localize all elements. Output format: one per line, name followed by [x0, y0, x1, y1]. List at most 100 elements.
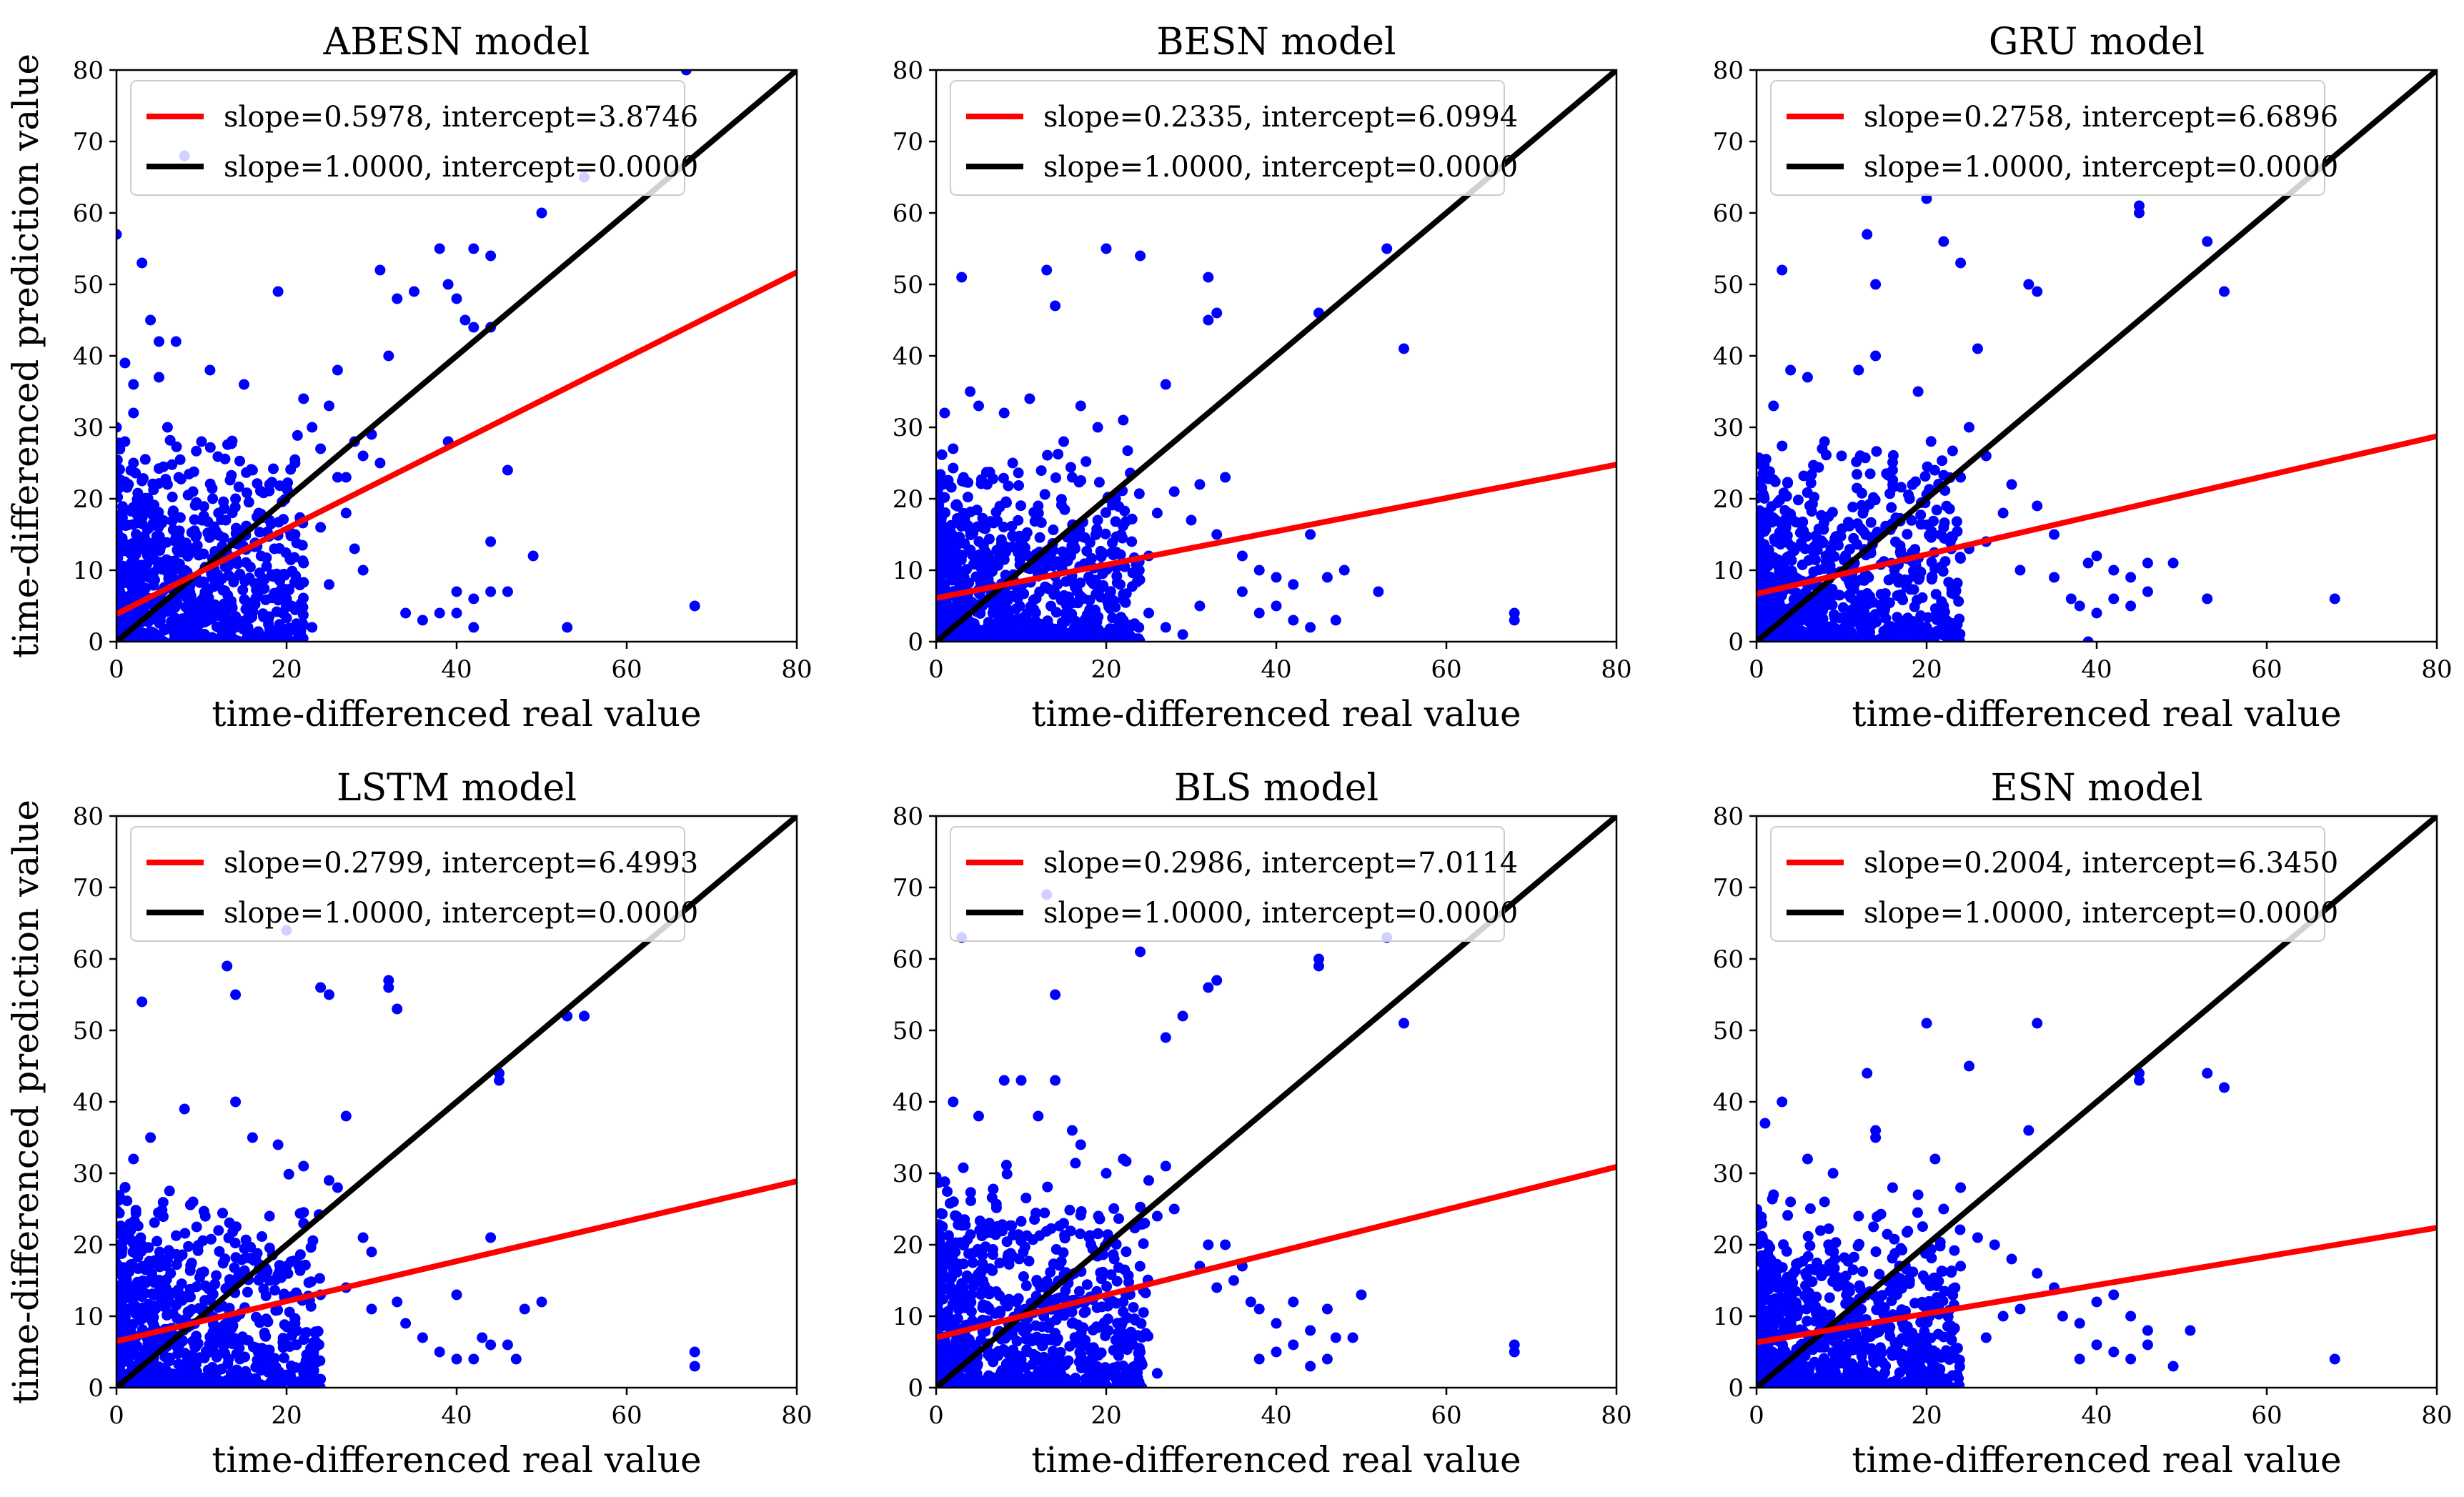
- y-tick-label: 10: [73, 557, 104, 585]
- data-point: [1954, 1224, 1966, 1235]
- data-point: [468, 243, 480, 254]
- data-point: [1253, 1303, 1265, 1315]
- data-point: [116, 521, 123, 532]
- data-point: [1938, 522, 1949, 533]
- data-point: [1070, 634, 1082, 642]
- data-point: [943, 474, 954, 486]
- data-point: [1013, 467, 1024, 479]
- data-point: [131, 529, 142, 540]
- data-point: [1091, 1302, 1103, 1313]
- data-point: [1889, 634, 1901, 642]
- y-tick-label: 20: [73, 485, 104, 514]
- data-point: [210, 1321, 222, 1332]
- data-point: [2142, 586, 2153, 597]
- data-point: [1774, 603, 1786, 615]
- data-point: [1815, 622, 1827, 633]
- data-point: [1806, 625, 1817, 637]
- data-point: [1896, 615, 1907, 627]
- data-point: [204, 364, 216, 376]
- data-point: [1768, 400, 1779, 412]
- data-point: [187, 545, 198, 557]
- data-point: [130, 1307, 141, 1318]
- data-point: [2082, 636, 2094, 642]
- data-point: [1271, 600, 1282, 612]
- data-point: [2202, 593, 2213, 605]
- data-point: [1203, 1239, 1214, 1250]
- data-point: [2329, 593, 2340, 605]
- data-point: [1912, 625, 1923, 635]
- data-point: [485, 250, 497, 262]
- data-point: [122, 1355, 134, 1366]
- data-point: [1143, 1175, 1154, 1186]
- data-point: [1140, 1328, 1151, 1339]
- data-point: [122, 610, 134, 622]
- data-point: [1915, 509, 1927, 521]
- data-point: [1791, 617, 1802, 627]
- data-point: [1055, 499, 1067, 511]
- data-point: [307, 622, 318, 633]
- data-point: [983, 549, 994, 561]
- data-point: [1944, 503, 1955, 514]
- data-point: [131, 590, 142, 602]
- data-point: [1211, 529, 1223, 540]
- data-point: [1769, 557, 1780, 568]
- data-point: [1814, 605, 1825, 616]
- data-point: [936, 1286, 942, 1298]
- data-point: [1817, 537, 1829, 549]
- data-point: [1194, 600, 1206, 612]
- data-point: [154, 372, 164, 383]
- data-point: [279, 1288, 289, 1300]
- data-point: [199, 587, 211, 598]
- data-point: [116, 557, 123, 568]
- data-point: [272, 1139, 284, 1150]
- y-tick-label: 10: [893, 1303, 923, 1331]
- data-point: [116, 1205, 123, 1217]
- data-point: [132, 1220, 144, 1232]
- data-point: [948, 1196, 959, 1208]
- data-point: [191, 1221, 202, 1233]
- legend-box: [130, 80, 685, 196]
- data-point: [987, 1382, 998, 1388]
- data-point: [1053, 449, 1064, 460]
- data-point: [291, 575, 302, 587]
- data-point: [959, 1214, 970, 1225]
- y-tick-label: 20: [893, 485, 923, 514]
- data-point: [1008, 1344, 1019, 1356]
- data-point: [1056, 1381, 1068, 1388]
- data-point: [190, 532, 202, 542]
- y-tick-label: 20: [893, 1231, 923, 1260]
- data-point: [286, 1330, 297, 1341]
- data-point: [189, 514, 200, 525]
- data-point: [1045, 1223, 1057, 1234]
- x-tick-label: 20: [271, 655, 302, 684]
- data-point: [468, 1353, 480, 1365]
- data-point: [1321, 1303, 1333, 1315]
- x-tick-label: 80: [1601, 1401, 1631, 1430]
- data-point: [1288, 615, 1299, 626]
- data-point: [282, 1321, 293, 1333]
- data-point: [167, 492, 178, 502]
- data-point: [1381, 243, 1393, 254]
- data-point: [1092, 1228, 1103, 1240]
- data-point: [1912, 632, 1923, 642]
- data-point: [170, 336, 182, 347]
- data-point: [124, 1218, 136, 1230]
- data-point: [936, 469, 946, 480]
- data-point: [1075, 1228, 1086, 1240]
- data-point: [1102, 1229, 1113, 1240]
- data-point: [255, 550, 267, 562]
- data-point: [937, 492, 948, 504]
- data-point: [298, 1207, 309, 1218]
- data-point: [392, 1003, 403, 1015]
- data-point: [281, 593, 292, 605]
- data-point: [1825, 585, 1837, 596]
- x-tick-label: 20: [1091, 655, 1121, 684]
- data-point: [224, 474, 236, 486]
- data-point: [298, 393, 309, 404]
- data-point: [1028, 595, 1039, 606]
- data-point: [1902, 529, 1913, 540]
- data-point: [998, 554, 1010, 565]
- data-point: [987, 607, 998, 619]
- y-tick-label: 30: [73, 414, 104, 442]
- y-tick-label: 40: [893, 1088, 923, 1117]
